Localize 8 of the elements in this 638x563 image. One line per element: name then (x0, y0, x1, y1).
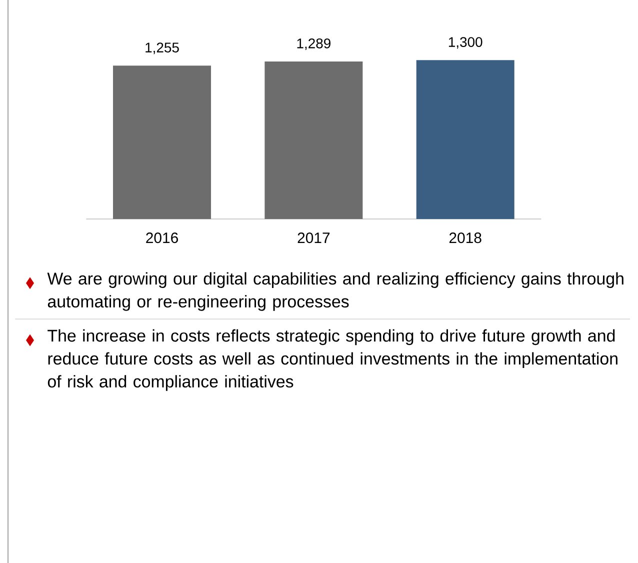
x-tick-label: 2016 (146, 232, 178, 244)
data-label: 1,255 (146, 42, 179, 54)
text: The increase in costs reflects strategic spending to drive future growth and reduce future costs as well as continued investments in the implementation of risk and compliance initiatives (48, 329, 618, 391)
x-tick-label: 2017 (298, 232, 330, 244)
data-label: 1,300 (448, 37, 482, 49)
x-tick-label: 2018 (449, 232, 482, 244)
text: We are growing our digital capabilities and realizing efficiency gains through automating or re-engineering processes (47, 272, 624, 311)
data-label: 1,289 (297, 38, 330, 50)
